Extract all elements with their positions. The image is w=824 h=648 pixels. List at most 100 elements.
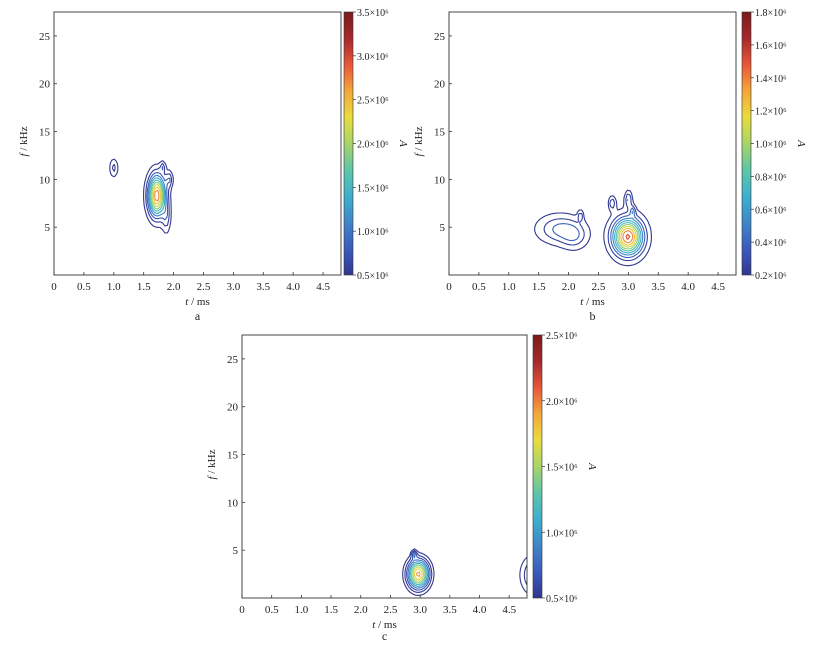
x-tick-label: 2.0 xyxy=(167,281,181,293)
plot-frame xyxy=(448,11,737,276)
x-tick-label: 0.5 xyxy=(77,281,91,293)
x-tick-label: 0 xyxy=(239,604,245,616)
y-tick-label: 25 xyxy=(227,354,239,366)
y-tick-label: 5 xyxy=(440,222,446,234)
contour-line xyxy=(404,549,527,593)
contour-line xyxy=(543,193,648,262)
x-tick-label: 1.0 xyxy=(295,604,309,616)
colorbar-tick-label: 0.8×10⁶ xyxy=(755,172,787,183)
contour-plot xyxy=(402,548,527,596)
colorbar-label: A xyxy=(795,139,807,147)
x-tick-label: 4.5 xyxy=(711,281,725,293)
colorbar-tick-label: 2.0×10⁶ xyxy=(357,140,389,151)
x-tick-label: 4.0 xyxy=(473,604,487,616)
colorbar-tick-label: 1.2×10⁶ xyxy=(755,107,787,118)
contour-plot xyxy=(534,189,652,267)
x-tick-label: 4.5 xyxy=(316,281,330,293)
x-tick-label: 4.0 xyxy=(286,281,300,293)
colorbar-tick-label: 3.0×10⁶ xyxy=(357,52,389,63)
contour-line xyxy=(408,561,428,587)
x-axis-label: t / ms xyxy=(185,296,209,308)
contour-line xyxy=(534,189,652,267)
contour-line xyxy=(109,158,174,234)
contour-line xyxy=(614,220,642,254)
y-tick-label: 10 xyxy=(227,497,239,509)
x-axis-label: t / ms xyxy=(372,619,396,631)
colorbar-tick-label: 1.5×10⁶ xyxy=(546,463,578,474)
panel-a: 0 0.5 1.0 1.5 2.0 2.5 3.0 3.5 4.0 4.5 5 10 15 20 25 t /… xyxy=(18,8,409,323)
contour-line xyxy=(552,199,646,259)
y-tick-label: 10 xyxy=(39,174,51,186)
contour-line xyxy=(618,225,637,248)
colorbar xyxy=(741,11,752,276)
colorbar-tick-label: 1.8×10⁶ xyxy=(755,8,787,19)
x-tick-label: 1.5 xyxy=(137,281,151,293)
colorbar-tick-label: 1.5×10⁶ xyxy=(357,183,389,194)
contour-line xyxy=(402,548,527,596)
x-tick-label: 3.0 xyxy=(413,604,427,616)
contour-line xyxy=(149,179,165,212)
x-tick-label: 2.5 xyxy=(384,604,398,616)
x-axis-label: t / ms xyxy=(580,296,604,308)
panel-caption: c xyxy=(382,629,387,643)
contour-line xyxy=(406,551,431,591)
x-tick-label: 1.0 xyxy=(107,281,121,293)
colorbar-tick-label: 2.5×10⁶ xyxy=(357,96,389,107)
y-tick-label: 10 xyxy=(434,174,446,186)
colorbar-tick-label: 2.5×10⁶ xyxy=(546,331,578,342)
x-tick-label: 0.5 xyxy=(265,604,279,616)
x-tick-label: 4.0 xyxy=(681,281,695,293)
panel-caption: b xyxy=(590,309,596,323)
contour-line xyxy=(620,227,636,246)
colorbar-tick-label: 0.2×10⁶ xyxy=(755,271,787,282)
y-tick-label: 25 xyxy=(434,31,446,43)
colorbar xyxy=(532,334,543,599)
contour-line xyxy=(154,189,160,202)
y-tick-label: 15 xyxy=(434,127,446,139)
x-tick-label: 0 xyxy=(446,281,452,293)
y-tick-label: 25 xyxy=(39,31,51,43)
x-tick-label: 1.5 xyxy=(324,604,338,616)
colorbar-tick-label: 2.0×10⁶ xyxy=(546,397,578,408)
panel-caption: a xyxy=(195,309,201,323)
y-tick-label: 20 xyxy=(39,79,51,91)
contour-line xyxy=(151,184,163,208)
colorbar-tick-label: 3.5×10⁶ xyxy=(357,8,389,19)
x-tick-label: 2.5 xyxy=(592,281,606,293)
x-tick-label: 3.5 xyxy=(256,281,270,293)
colorbar-tick-label: 0.5×10⁶ xyxy=(546,594,578,605)
colorbar-tick-label: 0.5×10⁶ xyxy=(357,271,389,282)
panel-b: 0 0.5 1.0 1.5 2.0 2.5 3.0 3.5 4.0 4.5 5 10 15 20 25 t /… xyxy=(413,8,807,323)
y-axis-label: f / kHz xyxy=(18,126,30,156)
colorbar-tick-label: 1.0×10⁶ xyxy=(546,528,578,539)
y-tick-label: 15 xyxy=(227,450,239,462)
x-tick-label: 2.0 xyxy=(354,604,368,616)
contour-line xyxy=(146,165,171,221)
y-axis-label: f / kHz xyxy=(206,449,218,479)
contour-line xyxy=(416,571,421,577)
y-tick-label: 20 xyxy=(434,79,446,91)
colorbar-tick-label: 1.0×10⁶ xyxy=(357,227,389,238)
x-tick-label: 3.0 xyxy=(622,281,636,293)
x-tick-label: 4.5 xyxy=(502,604,516,616)
contour-line xyxy=(148,177,166,214)
y-tick-label: 5 xyxy=(233,545,239,557)
y-tick-label: 15 xyxy=(39,127,51,139)
contour-line xyxy=(112,162,173,227)
x-tick-label: 1.5 xyxy=(532,281,546,293)
x-tick-label: 2.0 xyxy=(562,281,576,293)
contour-line xyxy=(612,210,644,256)
x-tick-label: 1.0 xyxy=(502,281,516,293)
x-tick-label: 3.0 xyxy=(227,281,241,293)
colorbar xyxy=(343,11,354,276)
contour-line xyxy=(147,174,167,217)
y-tick-label: 20 xyxy=(227,402,239,414)
colorbar-tick-label: 1.6×10⁶ xyxy=(755,41,787,52)
contour-line xyxy=(413,568,423,580)
contour-line xyxy=(409,562,427,586)
colorbar-tick-label: 1.0×10⁶ xyxy=(755,140,787,151)
y-tick-label: 5 xyxy=(45,222,51,234)
x-tick-label: 0.5 xyxy=(472,281,486,293)
x-tick-label: 3.5 xyxy=(651,281,665,293)
